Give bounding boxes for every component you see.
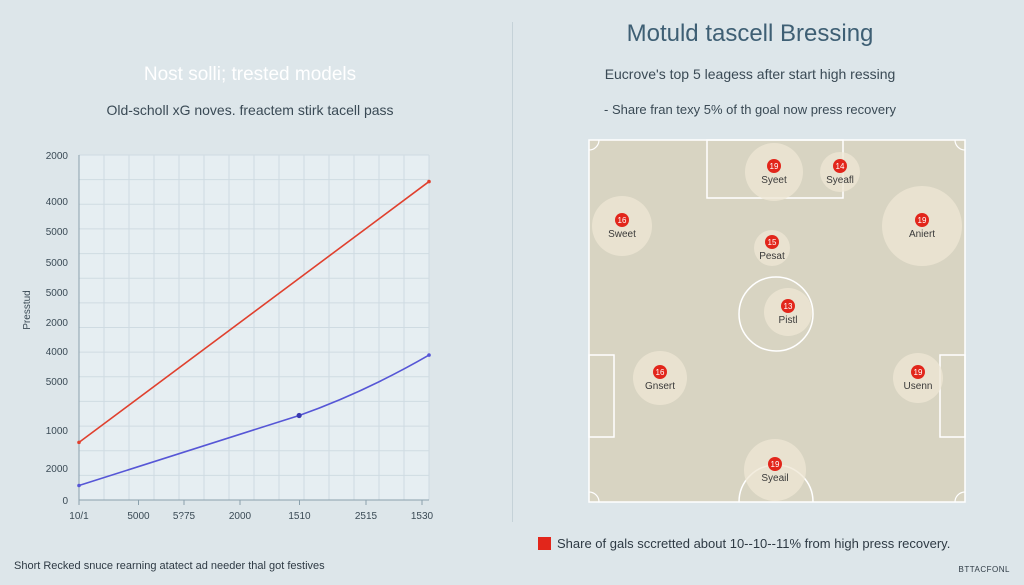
right-goal-area <box>939 354 966 438</box>
pitch-subtitle: Eucrove's top 5 leagess after start high… <box>604 66 896 82</box>
pitch-title: Motuld tascell Bressing <box>626 20 874 47</box>
marker-label: Syeet <box>761 175 787 186</box>
legend-label: Share of gals sccretted about 10--10--11… <box>557 536 951 551</box>
pitch-marker: 19 Syeet <box>745 143 803 201</box>
marker-label: Pesat <box>759 251 785 262</box>
data-point-blue <box>77 483 81 488</box>
pitch-markers: 19 Syeet 14 Syeafl 16 Sweet 15 Pesat 19 Aniert 13 P… <box>592 143 962 501</box>
marker-dot <box>615 213 629 227</box>
pitch-marker: 13 Pistl <box>764 288 812 336</box>
y-axis-label: Presstud <box>22 290 33 329</box>
x-tick-label: 2515 <box>355 511 378 522</box>
x-tick-label: 1530 <box>411 511 434 522</box>
data-point-blue <box>427 353 431 357</box>
y-tick-label: 1000 <box>46 426 69 437</box>
y-tick-label: 5000 <box>46 258 69 269</box>
footer-caption: Short Recked snuce rearning atatect ad n… <box>14 560 325 572</box>
marker-label: Syeail <box>761 473 788 484</box>
marker-number: 14 <box>836 162 845 171</box>
marker-label: Aniert <box>909 229 935 240</box>
marker-dot <box>768 457 782 471</box>
marker-label: Pistl <box>779 315 798 326</box>
marker-dot <box>767 159 781 173</box>
corner-arc <box>588 139 600 151</box>
data-point-red <box>77 440 81 445</box>
y-tick-label: 0 <box>62 496 68 507</box>
marker-number: 19 <box>771 460 780 469</box>
marker-number: 13 <box>784 302 793 311</box>
series-line-blue <box>78 354 430 487</box>
corner-arc <box>954 491 966 503</box>
x-tick-label: 5000 <box>127 511 150 522</box>
highlight-point <box>296 412 302 419</box>
chart-title: Nost solli; trested models <box>143 64 357 85</box>
chart-subtitle: Old-scholl xG noves. freactem stirk tace… <box>106 102 394 118</box>
pitch-marker: 19 Usenn <box>893 353 943 403</box>
y-tick-label: 5000 <box>46 288 69 299</box>
marker-number: 15 <box>768 238 777 247</box>
y-tick-label: 2000 <box>46 464 69 475</box>
marker-label: Sweet <box>608 229 636 240</box>
y-tick-label: 2000 <box>46 318 69 329</box>
data-point-red <box>427 179 431 184</box>
marker-number: 19 <box>918 216 927 225</box>
marker-label: Usenn <box>904 381 933 392</box>
chart-series <box>77 179 431 488</box>
marker-number: 16 <box>618 216 627 225</box>
x-tick-label: 1510 <box>288 511 311 522</box>
marker-dot <box>833 159 847 173</box>
panel-divider <box>512 22 513 522</box>
legend: Share of gals sccretted about 10--10--11… <box>538 536 950 551</box>
pitch-marker: 16 Gnsert <box>633 351 687 405</box>
y-tick-label: 5000 <box>46 377 69 388</box>
pitch-marker: 19 Aniert <box>882 186 962 266</box>
x-tick-label: 10/1 <box>69 511 89 522</box>
corner-arc <box>954 139 966 151</box>
x-tick-label: 5?75 <box>173 511 196 522</box>
line-chart: 10/1 5000 5?75 2000 1510 2515 1530 2000 4000 5000… <box>22 151 434 522</box>
y-tick-label: 4000 <box>46 197 69 208</box>
marker-dot <box>781 299 795 313</box>
marker-label: Gnsert <box>645 381 675 392</box>
pressing-pitch-map: 19 Syeet 14 Syeafl 16 Sweet 15 Pesat 19 Aniert 13 P… <box>588 139 966 503</box>
x-tick-label: 2000 <box>229 511 252 522</box>
marker-dot <box>911 365 925 379</box>
pitch-marker: 16 Sweet <box>592 196 652 256</box>
chart-grid <box>78 154 430 501</box>
footer-credit: BTTACFONL <box>958 565 1010 574</box>
marker-number: 16 <box>656 368 665 377</box>
y-tick-label: 5000 <box>46 227 69 238</box>
pitch-marker: 14 Syeafl <box>820 152 860 192</box>
y-tick-label: 4000 <box>46 347 69 358</box>
corner-arc <box>588 491 600 503</box>
marker-dot <box>653 365 667 379</box>
series-line-red <box>78 180 430 444</box>
marker-label: Syeafl <box>826 175 854 186</box>
pitch-note: - Share fran texy 5% of th goal now pres… <box>604 102 896 117</box>
left-goal-area <box>588 354 615 438</box>
pitch-marker: 15 Pesat <box>754 230 790 266</box>
center-circle <box>738 276 814 352</box>
y-tick-label: 2000 <box>46 151 69 162</box>
legend-swatch <box>538 537 551 550</box>
marker-number: 19 <box>770 162 779 171</box>
pitch-marker: 19 Syeail <box>744 439 806 501</box>
marker-dot <box>765 235 779 249</box>
marker-number: 19 <box>914 368 923 377</box>
marker-dot <box>915 213 929 227</box>
chart-labels: 10/1 5000 5?75 2000 1510 2515 1530 2000 4000 5000… <box>22 151 434 522</box>
